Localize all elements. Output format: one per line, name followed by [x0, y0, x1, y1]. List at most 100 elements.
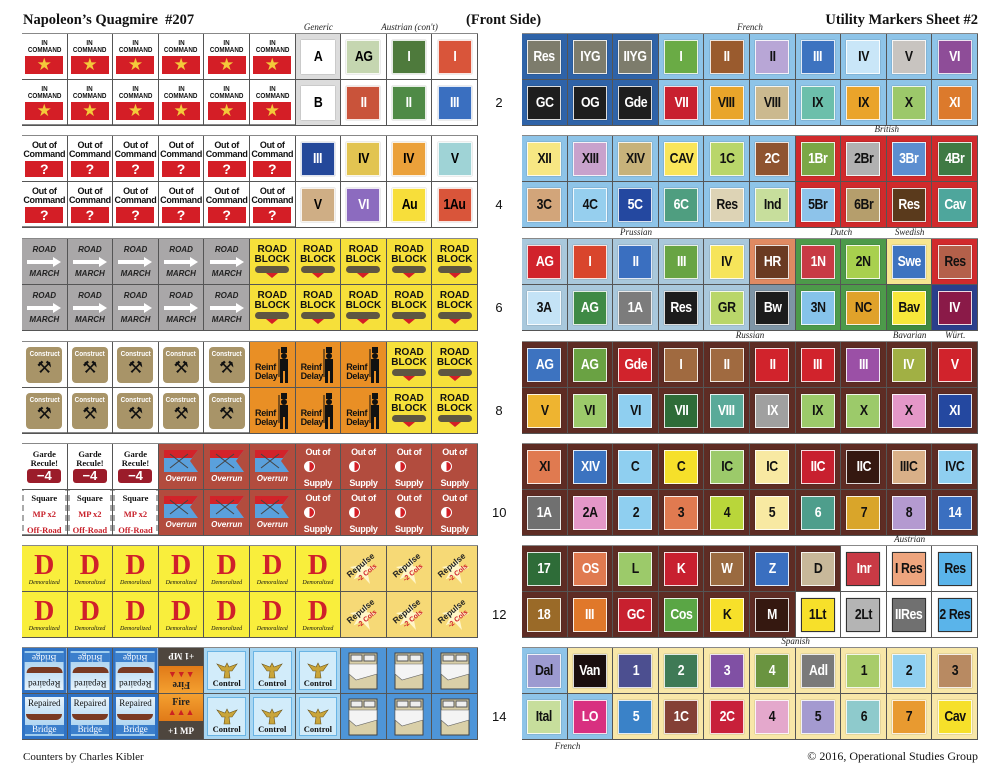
- bed-icon: [394, 652, 424, 689]
- arrow-icon: [164, 256, 199, 267]
- unit-marker-counter: 2: [658, 648, 705, 694]
- left-counter-section: Repaired Bridge Repaired Bridge Repaired Brid…: [22, 647, 478, 740]
- question-box: ?: [207, 160, 246, 177]
- faction-label: Austrian: [894, 534, 926, 544]
- construct-l1-text: Construct: [29, 394, 60, 404]
- unit-label: XIII: [581, 150, 599, 167]
- question-box: ?: [162, 206, 201, 223]
- incommand-l2-text: COMMAND: [164, 92, 198, 100]
- faction-label: Dutch: [830, 227, 853, 237]
- control-l1-text: Control: [258, 723, 287, 734]
- incommand-l2-text: COMMAND: [73, 46, 107, 54]
- roadblock-l2-text: BLOCK: [436, 402, 473, 414]
- unit-marker-counter: NC: [841, 285, 887, 331]
- roadmarch-counter: ROAD MARCH: [22, 285, 68, 331]
- unit-label: Cav: [943, 196, 966, 213]
- ooc-counter: Out of Command?: [22, 136, 68, 182]
- logs-icon: [346, 312, 381, 319]
- unit-marker-counter: 7: [841, 490, 887, 536]
- construct-counter: Construct ⚒: [113, 388, 159, 434]
- logs-icon: [392, 415, 427, 422]
- unit-label: Z: [768, 560, 777, 577]
- unit-marker-counter: 3A: [522, 285, 568, 331]
- ooc-sym-text: ?: [85, 160, 95, 177]
- incommand-l1-text: IN: [177, 85, 185, 93]
- unit-label-box: 1: [846, 653, 881, 688]
- eagle-icon: [261, 661, 284, 678]
- unit-label: XIV: [626, 150, 645, 167]
- unit-label: VIII: [718, 402, 736, 419]
- unit-label: HR: [763, 253, 781, 270]
- ooc-l1-text: Out of: [123, 139, 148, 150]
- unit-label-box: OS: [572, 551, 607, 586]
- roadblock-l2-text: BLOCK: [436, 356, 473, 368]
- unit-marker-counter: Res: [932, 546, 978, 592]
- unit-marker-counter: HR: [749, 239, 796, 285]
- construct-l1-text: Construct: [29, 348, 60, 358]
- eagle-icon: [215, 661, 238, 678]
- unit-label: I: [588, 253, 592, 270]
- flipped-side: Repaired Bridge: [113, 648, 158, 693]
- construct-counter: Construct ⚒: [113, 342, 159, 388]
- demor-sym-text: D: [79, 595, 100, 627]
- roadblock-l2-text: BLOCK: [391, 402, 427, 414]
- oos-l1-text: Out of: [396, 493, 422, 503]
- unit-label: V: [950, 356, 959, 373]
- incommand-l2-text: COMMAND: [73, 92, 107, 100]
- bridge-icon: [71, 667, 108, 674]
- unit-marker-counter: 17: [522, 546, 568, 592]
- unit-marker-counter: CAV: [658, 136, 705, 182]
- unit-marker-counter: 1A: [522, 490, 568, 536]
- unit-label: OG: [580, 94, 600, 111]
- unit-label: Adl: [808, 662, 828, 679]
- unit-label-box: XIV: [618, 141, 653, 176]
- unit-marker-counter: XI: [932, 80, 978, 126]
- ooc-l2-text: Command: [23, 148, 66, 159]
- unit-marker-counter: 2C: [749, 136, 796, 182]
- incommand-l1-text: IN: [223, 85, 230, 93]
- ooc-l2-text: Command: [23, 194, 66, 205]
- unit-marker-counter: Inr: [841, 546, 887, 592]
- ooc-counter: Out of Command?: [204, 136, 250, 182]
- unit-label-box: VIII: [709, 393, 744, 428]
- demor-counter: D Demoralized: [249, 546, 296, 592]
- reinf-l1-text: Reinf: [346, 407, 368, 418]
- unit-label-box: AG: [527, 347, 562, 382]
- unit-marker-counter: IV: [886, 342, 933, 388]
- unit-label: XIV: [580, 458, 600, 475]
- demor-sym-text: D: [216, 549, 237, 581]
- demor-l1-text: Demoralized: [211, 625, 243, 632]
- garde-l1-text: Garde: [78, 449, 102, 459]
- roadblock-l2-text: BLOCK: [436, 299, 473, 311]
- half-circle-icon: [440, 461, 452, 472]
- roadblock-l1-text: ROAD: [303, 290, 333, 301]
- roadblock-counter: ROAD BLOCK: [432, 388, 478, 434]
- ooc-sym-text: ?: [40, 206, 49, 223]
- unit-label: 2Lt: [854, 606, 873, 623]
- unit-label: Inr: [856, 560, 871, 577]
- unit-label: Ital: [536, 708, 553, 725]
- unit-marker-counter: AG: [522, 239, 568, 285]
- square-counter: Square MP x2 Off-Road: [67, 490, 114, 536]
- unit-label: 8: [905, 504, 913, 521]
- control-l1-text: Control: [303, 677, 332, 688]
- unit-label-box: 3C: [527, 187, 562, 222]
- unit-marker-counter: Cav: [932, 694, 978, 740]
- unit-marker-counter: 2 Res: [932, 592, 978, 638]
- roadmarch-l2-text: MARCH: [211, 314, 242, 324]
- unit-label: VI: [949, 48, 961, 65]
- roadblock-l1-text: ROAD: [348, 290, 379, 301]
- unit-label-box: II: [709, 39, 744, 74]
- unit-label: 3: [951, 662, 958, 679]
- roadblock-counter: ROAD BLOCK: [432, 342, 478, 388]
- unit-label-box: GC: [527, 85, 562, 120]
- unit-label-box: Cav: [937, 187, 972, 222]
- eagle-icon: [261, 707, 284, 724]
- faction-label: Generic: [303, 22, 333, 32]
- right-counter-section: XI XIV C C IC IC IIC IIC IIIC IVC 1A 2A 2 3 4 5 6 7 8 14: [522, 443, 978, 536]
- overrun-l1-text: Overrun: [256, 474, 288, 483]
- roadblock-l1-text: ROAD: [257, 244, 287, 255]
- incommand-counter: IN COMMAND ★: [249, 34, 296, 80]
- unit-label-box: VII: [664, 85, 699, 120]
- bridge-l1-text: Repaired: [119, 679, 152, 689]
